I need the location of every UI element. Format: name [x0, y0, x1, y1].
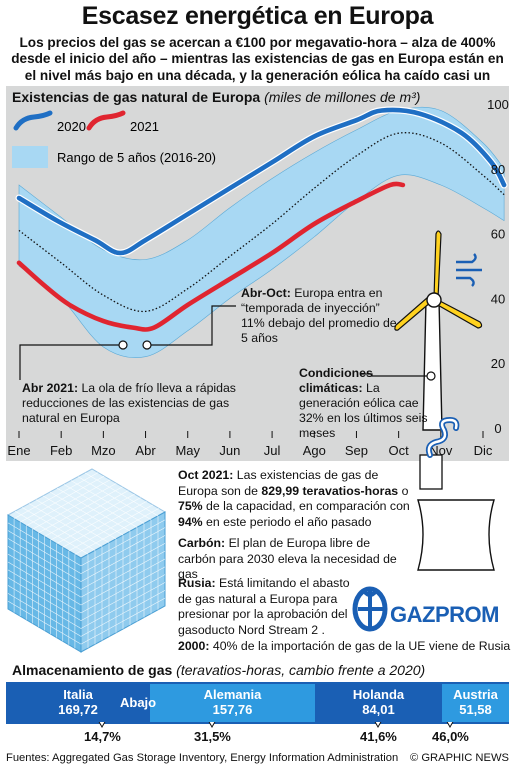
- y-tick-label: 80: [491, 162, 505, 177]
- y-tick-label: 20: [491, 356, 505, 371]
- annotation-climate-label: Condiciones climáticas:: [299, 366, 373, 395]
- wind-turbine-icon: [394, 230, 483, 431]
- info-russia-text: Está limitando el abasto de gas natural …: [178, 576, 350, 637]
- storage-country-value: 157,76: [212, 702, 253, 717]
- x-tick-label: Jun: [219, 443, 240, 458]
- info-oct-text-4: en este periodo el año pasado: [206, 514, 372, 529]
- storage-country-italia: Italia 169,72: [6, 684, 150, 722]
- info-import: 2000: 40% de la importación de gas de la…: [178, 639, 513, 655]
- info-oct-label: Oct 2021:: [178, 468, 234, 482]
- info-oct-text-3: de la capacidad, en comparación con: [206, 499, 410, 513]
- storage-country-name: Holanda: [352, 687, 405, 702]
- info-coal-label: Carbón:: [178, 536, 226, 550]
- x-tick-label: Ene: [7, 443, 30, 458]
- annotation-climate: Condiciones climáticas: La generación eó…: [299, 366, 431, 441]
- info-import-text: 40% de la importación de gas de la UE vi…: [212, 639, 511, 653]
- storage-units: (teravatios-horas, cambio frente a 2020): [176, 662, 426, 678]
- page-title: Escasez energética en Europa: [81, 2, 434, 30]
- info-russia-label: Rusia:: [178, 576, 216, 590]
- info-oct-value-1: 829,99 teravatios-horas: [261, 483, 399, 498]
- info-coal: Carbón: El plan de Europa libre de carbó…: [178, 536, 410, 583]
- annotation-abr-oct: Abr-Oct: Europa entra en “temporada de i…: [241, 286, 401, 346]
- chart-units: (miles de millones de m³): [264, 89, 421, 105]
- x-tick-label: Mzo: [91, 443, 116, 458]
- x-tick-label: Dic: [474, 443, 493, 458]
- series-2021-line: [16, 181, 406, 332]
- storage-country-name: Alemania: [203, 687, 262, 702]
- gazprom-logo: [352, 586, 388, 632]
- x-tick-label: Nov: [429, 443, 453, 458]
- info-oct-2021: Oct 2021: Las existencias de gas de Euro…: [178, 468, 418, 530]
- footer-sources: Fuentes: Aggregated Gas Storage Inventor…: [6, 752, 399, 764]
- storage-country-value: 169,72: [58, 702, 98, 717]
- annotation-abr-oct-text: Europa entra en “temporada de inyección”…: [241, 286, 397, 345]
- x-tick-label: May: [175, 443, 200, 458]
- info-russia: Rusia: Está limitando el abasto de gas n…: [178, 576, 360, 638]
- storage-country-alemania: Alemania 157,76: [150, 684, 315, 722]
- legend-2021-swatch: [86, 110, 126, 131]
- chart-title: Existencias de gas natural de Europa: [12, 89, 261, 105]
- info-oct-text-2: o: [401, 483, 409, 498]
- chart-heading: Existencias de gas natural de Europa (mi…: [12, 89, 420, 105]
- storage-country-value: 51,58: [459, 702, 492, 717]
- info-oct-value-2: 75%: [178, 499, 203, 513]
- x-tick-label: Feb: [50, 443, 72, 458]
- y-tick-label: 0: [494, 421, 501, 436]
- series-2020-line: [16, 107, 507, 256]
- legend-range-label: Rango de 5 años (2016-20): [57, 150, 216, 165]
- page-subtitle: Los precios del gas se acercan a €100 po…: [11, 35, 504, 99]
- five-year-average-line: [18, 132, 505, 313]
- info-oct-text-1: Las existencias de gas de Europa son de: [178, 468, 379, 498]
- gazprom-logo-text: GAZPROM: [390, 602, 499, 627]
- storage-change-holanda: 41,6%: [360, 729, 397, 744]
- legend-2020-swatch: [13, 110, 53, 131]
- storage-country-austria: Austria 51,58: [442, 684, 509, 722]
- storage-country-name: Austria: [453, 687, 498, 702]
- annotation-leaders: [19, 305, 436, 381]
- y-tick-label: 60: [491, 227, 505, 242]
- y-tick-label: 100: [487, 97, 509, 112]
- x-tick-label: Oct: [389, 443, 410, 458]
- legend-2021-label: 2021: [130, 119, 159, 134]
- annotation-abr-oct-label: Abr-Oct:: [241, 286, 291, 300]
- info-coal-text: El plan de Europa libre de carbón para 2…: [178, 536, 397, 581]
- storage-heading: Almacenamiento de gas (teravatios-horas,…: [12, 662, 425, 678]
- storage-country-value: 84,01: [362, 702, 395, 717]
- x-tick-label: Jul: [264, 443, 281, 458]
- legend-2020-label: 2020: [57, 119, 86, 134]
- annotation-abr-2021-text: La ola de frío lleva a rápidas reduccion…: [22, 381, 236, 425]
- annotation-abr-2021-label: Abr 2021:: [22, 381, 79, 395]
- wind-lines-icon: [456, 253, 482, 287]
- annotation-climate-text: La generación eólica cae 32% en los últi…: [299, 381, 428, 440]
- info-oct-value-3: 94%: [178, 514, 203, 529]
- storage-country-name: Italia: [63, 687, 93, 702]
- storage-country-holanda: Holanda 84,01: [315, 684, 442, 722]
- legend-range-swatch: [12, 146, 48, 168]
- storage-down-label: Abajo: [120, 695, 157, 710]
- storage-change-alemania: 31,5%: [194, 729, 231, 744]
- x-tick-label: Ago: [303, 443, 326, 458]
- footer-credit: © GRAPHIC NEWS: [410, 752, 509, 764]
- gas-storage-cube-icon: [6, 468, 167, 653]
- storage-change-italia: 14,7%: [84, 729, 121, 744]
- x-tick-label: Abr: [135, 443, 156, 458]
- annotation-abr-2021: Abr 2021: La ola de frío lleva a rápidas…: [22, 381, 240, 426]
- info-import-label: 2000:: [178, 639, 210, 653]
- y-tick-label: 40: [491, 291, 505, 306]
- power-plant-icon: [417, 416, 495, 571]
- storage-title: Almacenamiento de gas: [12, 662, 173, 678]
- x-tick-label: Sep: [345, 443, 368, 458]
- storage-change-austria: 46,0%: [432, 729, 469, 744]
